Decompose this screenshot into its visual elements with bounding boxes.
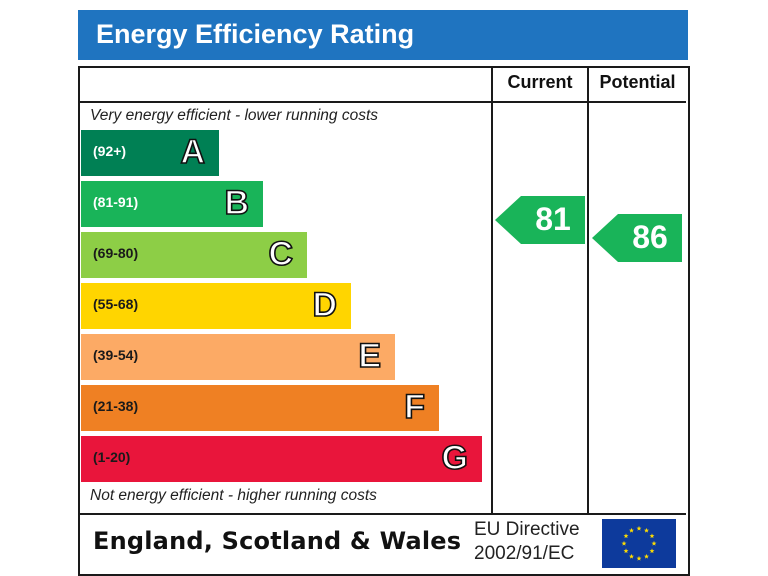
- divider-current: [491, 66, 493, 515]
- eu-star: [644, 527, 649, 533]
- band-letter: G: [441, 438, 469, 478]
- eu-star: [636, 525, 642, 531]
- eu-flag-icon: [602, 519, 676, 568]
- eu-star: [623, 533, 629, 539]
- band-range-label: (55-68): [93, 296, 139, 312]
- band-e: (39-54) E: [81, 334, 395, 380]
- eu-star: [636, 555, 642, 561]
- inefficient-note: Not energy efficient - higher running co…: [90, 487, 377, 504]
- band-letter: B: [224, 183, 250, 223]
- band-letter: C: [268, 234, 294, 274]
- region-label: England, Scotland & Wales: [93, 527, 462, 555]
- band-letter: D: [312, 285, 338, 325]
- page-title: Energy Efficiency Rating: [96, 19, 415, 49]
- band-letter: F: [403, 387, 425, 427]
- rating-frame: [78, 66, 690, 576]
- current-rating-value: 81: [535, 201, 571, 237]
- band-range-label: (1-20): [93, 449, 131, 465]
- efficient-note: Very energy efficient - lower running co…: [90, 107, 379, 124]
- band-letter: A: [180, 132, 206, 172]
- eu-star: [649, 548, 655, 554]
- band-range-label: (69-80): [93, 245, 139, 261]
- eu-star: [629, 527, 634, 533]
- band-range-label: (21-38): [93, 398, 139, 414]
- band-f: (21-38) F: [81, 385, 439, 431]
- eu-star: [649, 533, 655, 539]
- eu-star: [629, 553, 634, 559]
- band-b: (81-91) B: [81, 181, 263, 227]
- band-a: (92+) A: [81, 130, 219, 176]
- band-range-label: (92+): [93, 143, 127, 159]
- eu-star: [623, 548, 629, 554]
- eu-directive-number: 2002/91/EC: [474, 543, 575, 564]
- band-g: (1-20) G: [81, 436, 482, 482]
- potential-column-header: Potential: [599, 72, 676, 92]
- eu-directive-label: EU Directive: [474, 519, 580, 540]
- title-bar: Energy Efficiency Rating: [78, 10, 688, 60]
- header-divider: [80, 101, 686, 103]
- divider-potential: [587, 66, 589, 515]
- eu-star: [621, 540, 627, 546]
- current-column-header: Current: [507, 72, 573, 92]
- band-d: (55-68) D: [81, 283, 351, 329]
- band-range-label: (81-91): [93, 194, 139, 210]
- potential-rating-value: 86: [632, 219, 668, 255]
- footer-divider: [80, 513, 686, 515]
- band-c: (69-80) C: [81, 232, 307, 278]
- eu-star: [651, 540, 657, 546]
- eu-star: [644, 553, 649, 559]
- band-letter: E: [358, 336, 382, 376]
- band-range-label: (39-54): [93, 347, 139, 363]
